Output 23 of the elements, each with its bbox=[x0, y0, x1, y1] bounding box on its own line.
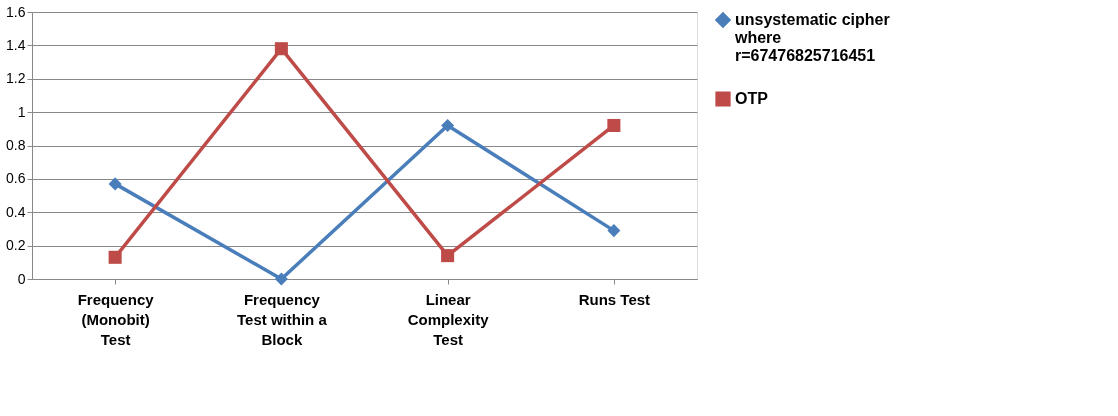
point bbox=[607, 224, 621, 238]
point bbox=[441, 118, 455, 132]
x-tick-label: Runs Test bbox=[578, 290, 651, 308]
y-tick-label: 0 bbox=[17, 270, 26, 287]
point bbox=[108, 250, 122, 264]
point bbox=[274, 42, 288, 56]
legend-label: OTP bbox=[735, 90, 769, 107]
y-tick-label: 0.6 bbox=[6, 170, 26, 187]
point bbox=[607, 118, 621, 132]
point bbox=[108, 177, 122, 191]
x-tick-label: Frequency (Monobit) Test bbox=[77, 290, 155, 348]
y-tick-label: 1.6 bbox=[6, 3, 26, 20]
x-tick-label: Linear Complexity Test bbox=[407, 290, 490, 348]
y-tick-label: 0.2 bbox=[6, 237, 26, 254]
point bbox=[441, 249, 455, 263]
legend-label: unsystematic cipher where r=67476825716451 bbox=[734, 11, 890, 64]
y-tick-label: 1.2 bbox=[6, 70, 26, 87]
y-tick-label: 1.4 bbox=[6, 36, 26, 53]
y-tick-label: 0.8 bbox=[6, 137, 26, 153]
x-tick-label: Frequency Test within a Block bbox=[237, 290, 328, 348]
y-tick-label: 1 bbox=[17, 103, 26, 120]
point bbox=[274, 272, 288, 286]
y-tick-label: 0.4 bbox=[6, 203, 26, 220]
